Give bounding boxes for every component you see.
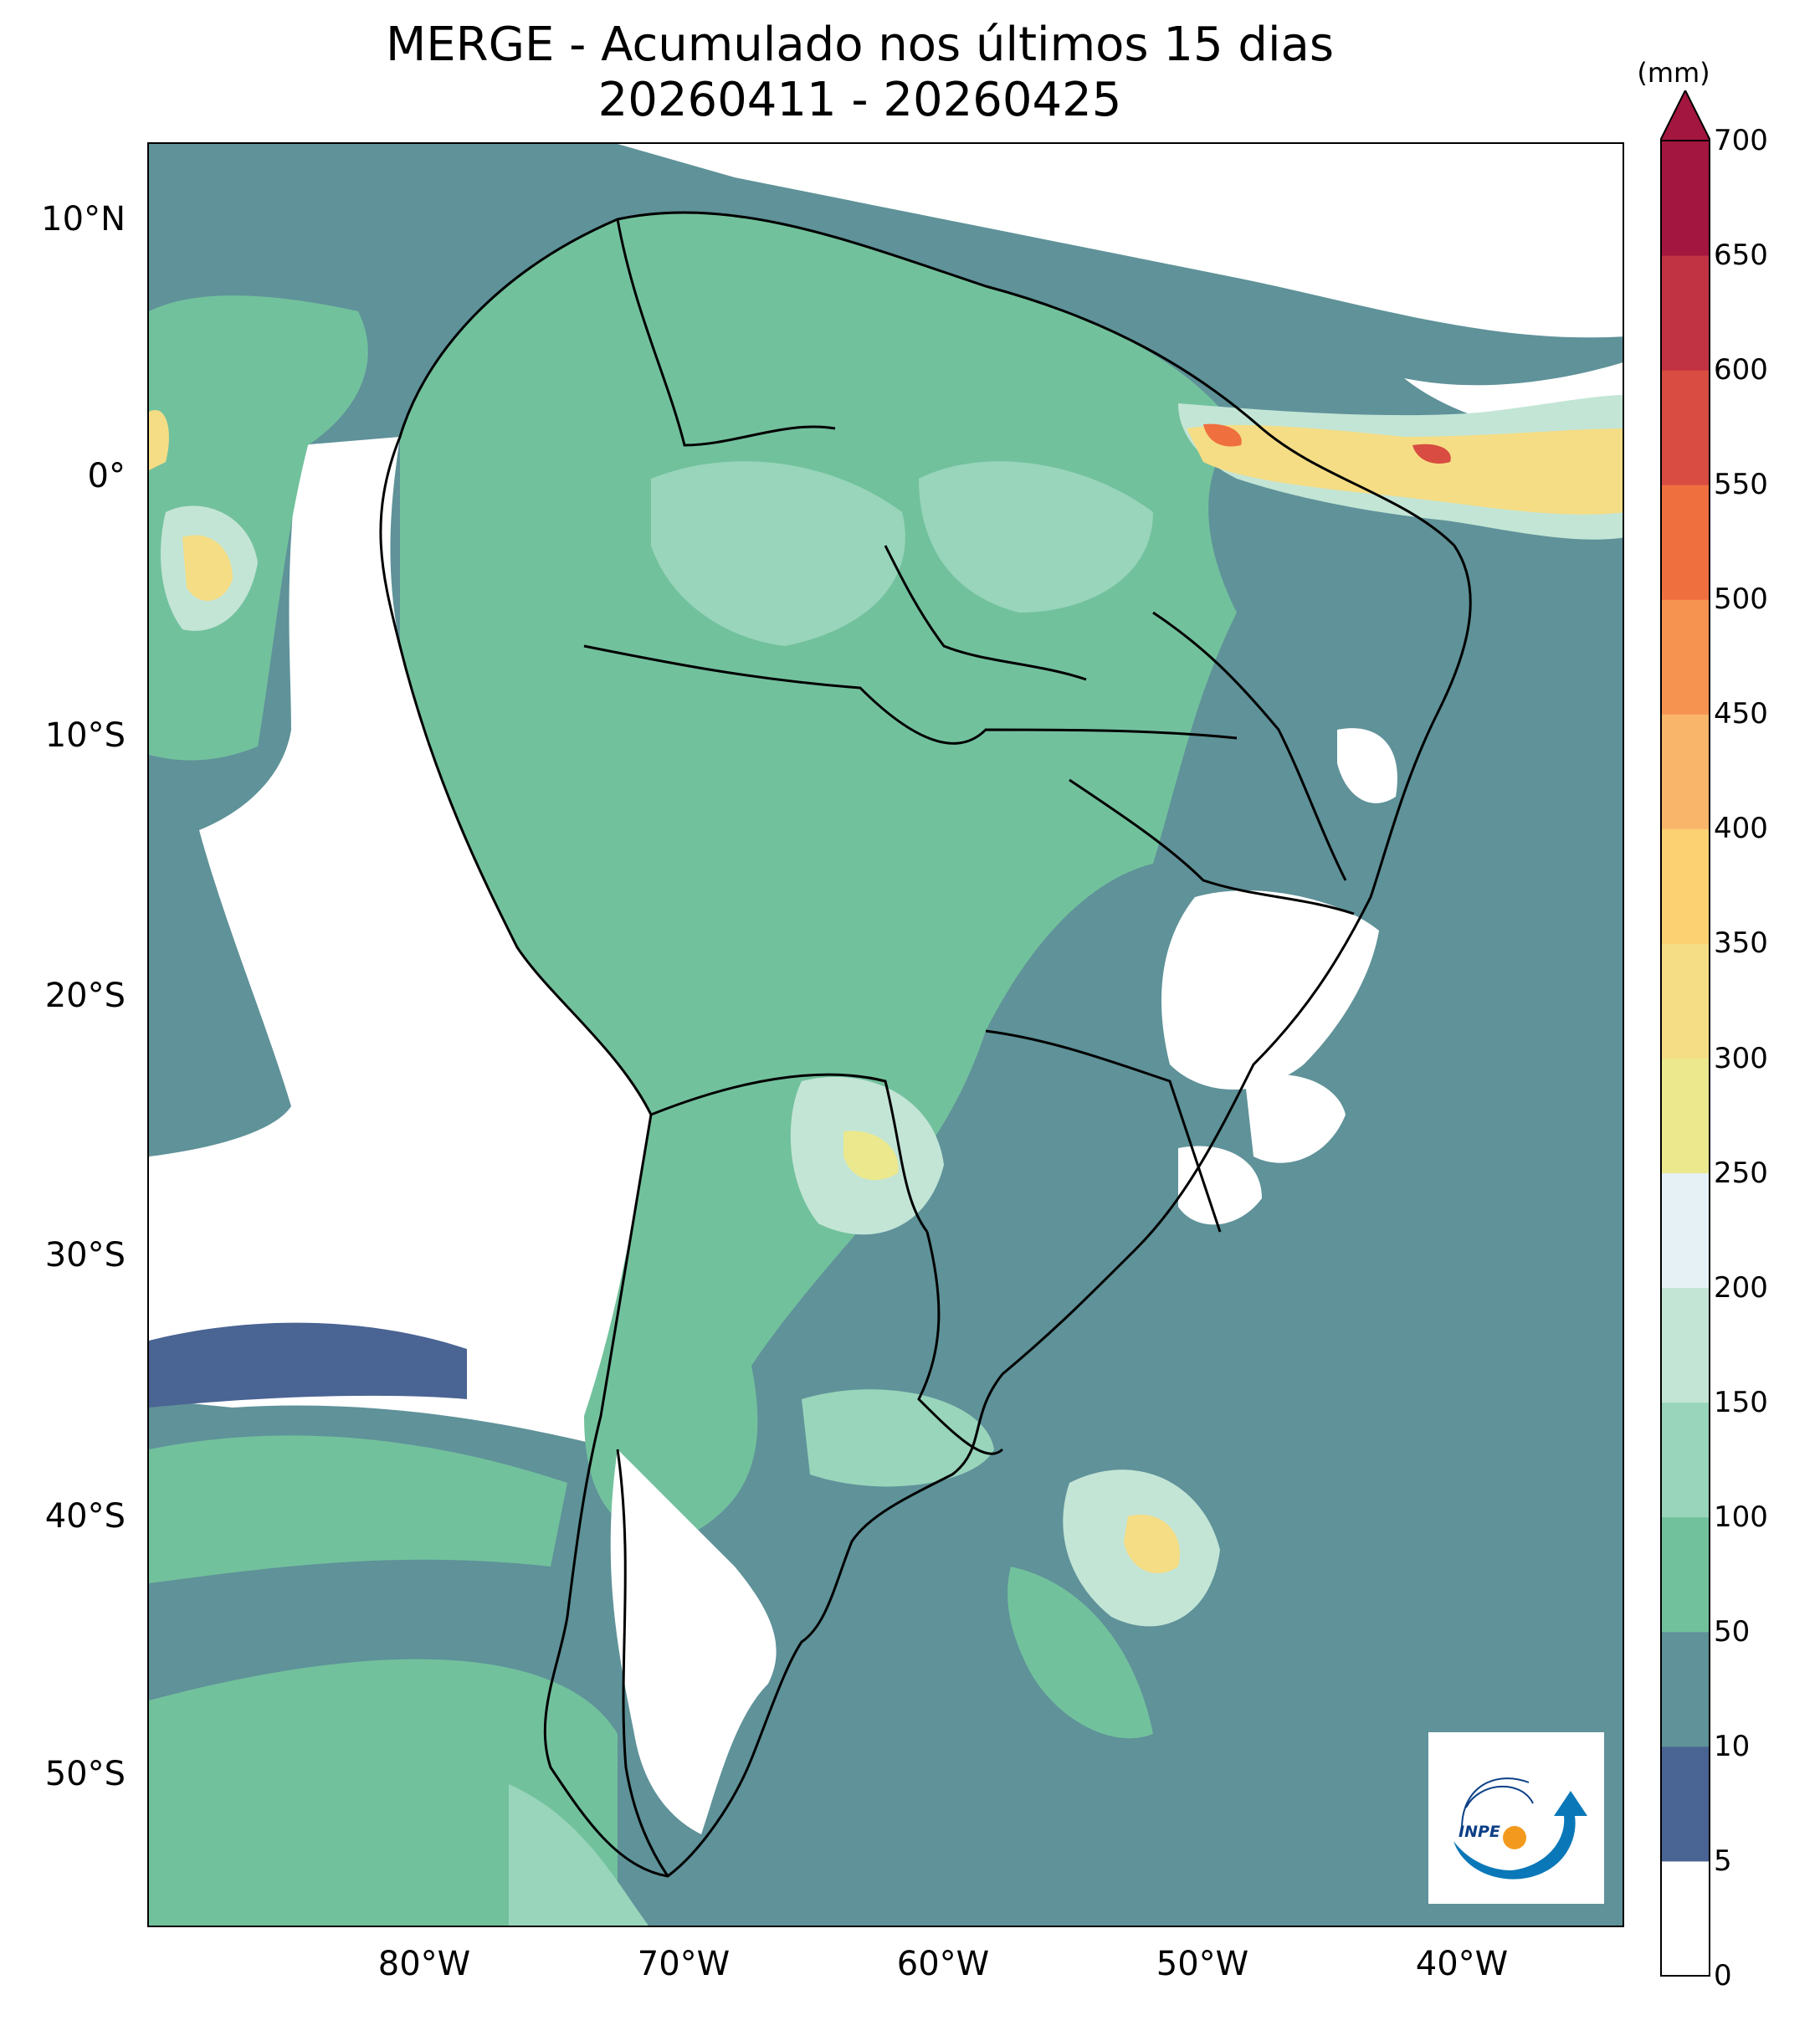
border-line — [917, 1231, 1004, 1455]
precip-field-100-150 — [651, 461, 905, 646]
border-line — [1069, 778, 1355, 915]
colorbar-tick-label: 50 — [1714, 1614, 1751, 1649]
lon-label-60w: 60°W — [896, 1945, 990, 1983]
colorbar-segment — [1660, 141, 1710, 256]
precip-field-0-5 — [610, 1449, 777, 1834]
colorbar-segment — [1660, 370, 1710, 485]
precip-field-100-150 — [802, 1389, 994, 1487]
border-line — [616, 218, 836, 447]
colorbar-outline — [1660, 140, 1710, 1977]
colorbar-tick-label: 350 — [1714, 926, 1768, 961]
colorbar-tick-label: 5 — [1714, 1844, 1732, 1878]
colorbar-tick-label: 300 — [1714, 1041, 1768, 1075]
precip-field-50-100 — [1007, 1567, 1153, 1739]
colorbar-segment — [1660, 828, 1710, 944]
colorbar-tick-label: 250 — [1714, 1156, 1768, 1190]
colorbar-tick-label: 450 — [1714, 697, 1768, 731]
map-title-line1: MERGE - Acumulado nos últimos 15 dias — [385, 18, 1335, 72]
precip-field-250-300 — [843, 1131, 899, 1181]
border-line — [650, 1073, 929, 1233]
precip-field-300-350 — [1124, 1515, 1180, 1574]
lon-label-70w: 70°W — [637, 1945, 731, 1983]
colorbar-segment — [1660, 1402, 1710, 1518]
lat-label-40s: 40°S — [44, 1497, 126, 1536]
precip-field-0-5 — [149, 437, 686, 1449]
border-line — [1152, 611, 1347, 881]
lat-label-50s: 50°S — [44, 1755, 126, 1793]
lat-label-0: 0° — [87, 457, 126, 495]
precip-field-550-600 — [1412, 444, 1451, 464]
colorbar-tick-label: 650 — [1714, 238, 1768, 273]
colorbar-segment — [1660, 1746, 1710, 1862]
lat-label-10s: 10°S — [44, 716, 126, 755]
precip-field-300-350 — [182, 535, 233, 602]
inpe-logo: INPE — [1428, 1732, 1604, 1904]
precip-field-0-5 — [618, 144, 1623, 338]
colorbar-tick-label: 400 — [1714, 812, 1768, 846]
precip-field-0-5 — [1337, 728, 1397, 803]
lat-label-10n: 10°N — [41, 200, 126, 238]
colorbar-tick-label: 500 — [1714, 582, 1768, 617]
colorbar — [1660, 90, 1710, 1977]
precip-field-50-100 — [149, 1659, 618, 1926]
lat-label-30s: 30°S — [44, 1236, 126, 1275]
precip-field-5-10 — [149, 1322, 467, 1408]
precip-field-300-350 — [1187, 424, 1623, 515]
colorbar-segment — [1660, 1172, 1710, 1289]
precipitation-map — [147, 142, 1624, 1927]
colorbar-tick-label: 600 — [1714, 353, 1768, 387]
inpe-logo-graphic — [1453, 1777, 1587, 1880]
colorbar-tick-label: 700 — [1714, 124, 1768, 157]
colorbar-tick-label: 10 — [1714, 1729, 1751, 1763]
colorbar-segment — [1660, 255, 1710, 371]
lon-label-80w: 80°W — [377, 1945, 471, 1983]
colorbar-segment — [1660, 1860, 1710, 1977]
border-line — [884, 545, 1087, 681]
colorbar-tick-label: 150 — [1714, 1385, 1768, 1419]
colorbar-unit: (mm) — [1637, 57, 1710, 89]
precip-field-50-100 — [149, 295, 368, 761]
colorbar-extend-arrow — [1660, 90, 1710, 141]
lat-label-20s: 20°S — [44, 977, 126, 1015]
colorbar-tick-label: 100 — [1714, 1500, 1768, 1534]
colorbar-segment — [1660, 599, 1710, 715]
colorbar-tick-label: 550 — [1714, 468, 1768, 502]
colorbar-segment — [1660, 943, 1710, 1059]
colorbar-segment — [1660, 485, 1710, 600]
colorbar-segment — [1660, 1631, 1710, 1747]
precip-field-100-150 — [509, 1784, 649, 1926]
lon-label-50w: 50°W — [1156, 1945, 1249, 1983]
map-canvas — [149, 144, 1623, 1926]
border-line — [583, 644, 1238, 745]
precip-field-300-350 — [149, 410, 169, 470]
inpe-logo-text: INPE — [1459, 1823, 1500, 1841]
precip-field-50-100 — [149, 1435, 567, 1583]
precip-field-100-150 — [919, 461, 1153, 613]
border-line — [985, 1029, 1222, 1233]
precip-field-500-550 — [1203, 423, 1242, 447]
colorbar-tick-label: 0 — [1714, 1959, 1732, 1993]
colorbar-segment — [1660, 1516, 1710, 1633]
colorbar-tick-label: 200 — [1714, 1270, 1768, 1305]
colorbar-segment — [1660, 1058, 1710, 1174]
map-title-line2: 20260411 - 20260425 — [597, 73, 1122, 127]
precip-field-0-5 — [1245, 1074, 1346, 1163]
continent-coastline — [379, 211, 1472, 1878]
colorbar-segment — [1660, 714, 1710, 829]
border-line — [616, 1449, 669, 1877]
lon-label-40w: 40°W — [1415, 1945, 1509, 1983]
colorbar-segment — [1660, 1287, 1710, 1403]
precip-field-0-5 — [1161, 890, 1379, 1090]
